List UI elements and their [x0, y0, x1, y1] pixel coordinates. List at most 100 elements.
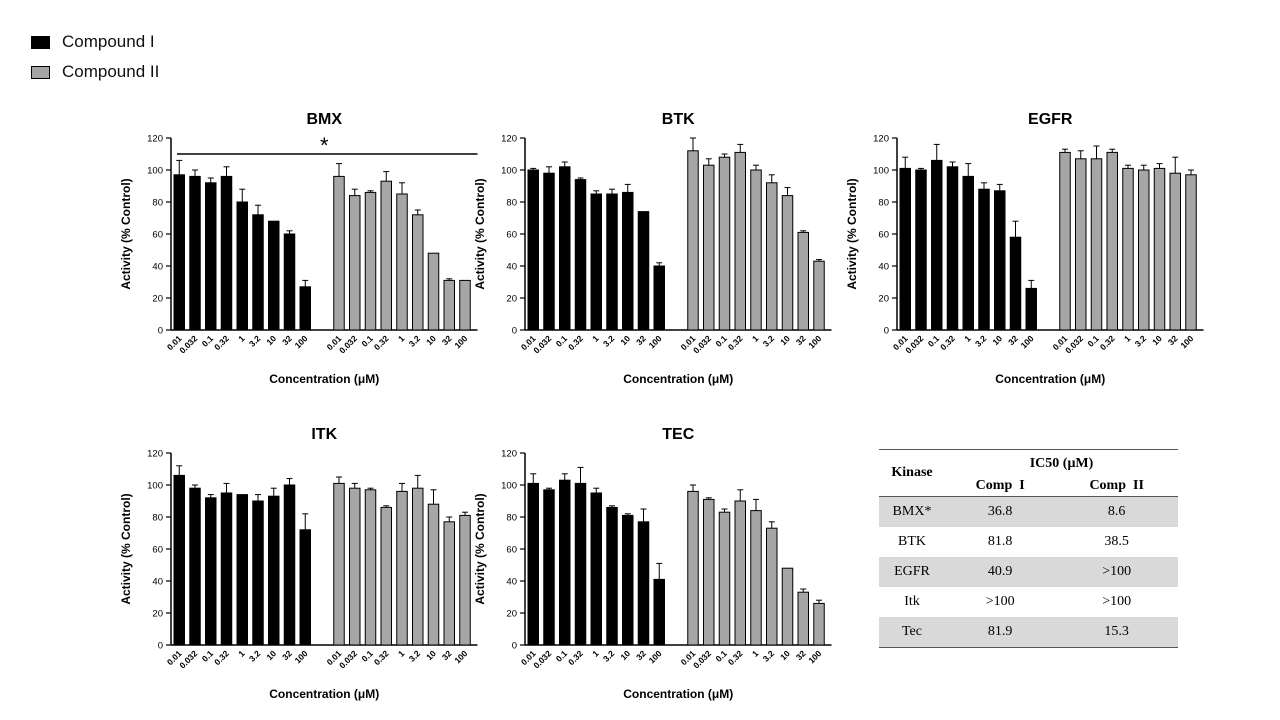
comp1-cell: 81.8: [987, 534, 1013, 549]
x-tick-label: 0.032: [337, 648, 359, 670]
y-tick-label: 100: [873, 166, 889, 177]
bar-compound-ii: [1138, 169, 1150, 331]
x-tick-label: 0.32: [212, 333, 231, 352]
chart-title: BMX: [306, 111, 342, 128]
x-tick-label: 3.2: [407, 648, 423, 664]
chart-title: EGFR: [1028, 111, 1073, 128]
bar-compound-i: [962, 175, 974, 331]
x-tick-label: 32: [794, 333, 808, 347]
bar-compound-i: [946, 166, 959, 331]
table-row: Tec 81.9 15.3: [879, 617, 1178, 648]
legend-item-compound-2: Compound II: [31, 62, 159, 82]
x-tick-label: 100: [452, 648, 469, 665]
chart-btk: BTK 0 20 40 60 80 100 120 Activity (% Control) 0.…: [473, 111, 832, 386]
chart-egfr: EGFR 0 20 40 60 80 100 120 Activity (% Control) 0…: [845, 111, 1204, 386]
bar-compound-i: [606, 506, 618, 646]
y-tick-label: 80: [506, 513, 517, 524]
bar-compound-i: [1025, 287, 1037, 331]
legend-item-compound-1: Compound I: [31, 32, 155, 52]
significance-marker: *: [320, 133, 329, 158]
y-tick-label: 60: [506, 545, 517, 556]
x-tick-label: 32: [1166, 333, 1180, 347]
comp2-cell: >100: [1102, 594, 1132, 609]
chart-tec: TEC 0 20 40 60 80 100 120 Activity (% Control) 0.…: [473, 426, 832, 701]
x-tick-label: 100: [647, 333, 664, 350]
bar-compound-ii: [412, 214, 424, 331]
bar-compound-ii: [766, 527, 778, 646]
bar-compound-ii: [813, 260, 825, 331]
comp1-cell: 81.9: [945, 617, 1056, 648]
bar-compound-i: [283, 484, 296, 646]
bar-compound-ii: [797, 591, 809, 646]
x-tick-label: 10: [618, 648, 632, 662]
bar-compound-ii: [703, 498, 715, 646]
x-tick-label: 3.2: [761, 333, 777, 349]
table-row: Itk >100 >100: [879, 587, 1178, 617]
bar-compound-i: [1009, 236, 1022, 331]
bar-compound-i: [173, 474, 185, 646]
bar-compound-i: [590, 492, 602, 646]
x-tick-label: 3.2: [973, 333, 989, 349]
kinase-cell: EGFR: [879, 557, 945, 587]
ic50-table: Kinase IC50 (μM) Comp I Comp II BMX* 36.…: [879, 449, 1178, 648]
bar-compound-ii: [333, 175, 345, 331]
bar-compound-i: [283, 233, 296, 331]
x-axis-label: Concentration (μM): [269, 372, 379, 386]
legend-swatch-compound-1: [31, 35, 50, 49]
y-tick-label: 40: [152, 262, 163, 273]
bar-compound-ii: [364, 489, 377, 646]
bar-compound-i: [173, 174, 185, 331]
x-tick-label: 1: [236, 333, 247, 344]
table-row: EGFR 40.9 >100: [879, 557, 1178, 587]
bar-compound-i: [299, 529, 311, 646]
x-tick-label: 3.2: [601, 648, 617, 664]
x-axis-label: Concentration (μM): [623, 372, 733, 386]
x-tick-label: 100: [806, 333, 823, 350]
bar-compound-i: [559, 479, 571, 646]
y-axis-label: Activity (% Control): [119, 493, 133, 604]
x-tick-label: 10: [264, 333, 278, 347]
bar-compound-ii: [349, 487, 361, 646]
bar-compound-i: [622, 191, 634, 331]
y-tick-label: 40: [152, 577, 163, 588]
x-tick-label: 0.32: [372, 333, 391, 352]
x-tick-label: 0.32: [1098, 333, 1117, 352]
bar-compound-i: [899, 167, 911, 331]
y-axis-label: Activity (% Control): [845, 178, 859, 289]
x-tick-label: 0.32: [726, 333, 745, 352]
bar-compound-ii: [781, 195, 794, 331]
ic50-header: IC50 (μM): [1029, 456, 1094, 471]
bar-compound-ii: [412, 487, 424, 646]
bar-compound-i: [252, 500, 264, 646]
x-tick-label: 100: [452, 333, 469, 350]
y-tick-label: 120: [501, 449, 517, 460]
y-tick-label: 100: [147, 166, 163, 177]
bar-compound-ii: [443, 279, 455, 331]
bar-compound-i: [559, 166, 571, 331]
x-tick-label: 32: [634, 333, 648, 347]
bar-compound-ii: [766, 182, 778, 331]
bar-compound-ii: [750, 169, 762, 331]
y-tick-label: 20: [506, 294, 517, 305]
x-tick-label: 100: [647, 648, 664, 665]
x-tick-label: 10: [778, 648, 792, 662]
x-tick-label: 0.32: [726, 648, 745, 667]
bar-compound-i: [978, 188, 990, 331]
bar-compound-i: [220, 492, 233, 646]
x-tick-label: 10: [1150, 333, 1164, 347]
x-axis-label: Concentration (μM): [995, 372, 1105, 386]
y-tick-label: 80: [152, 513, 163, 524]
bar-compound-ii: [396, 490, 408, 646]
bar-compound-i: [590, 193, 602, 331]
y-tick-label: 100: [501, 166, 517, 177]
y-tick-label: 0: [884, 326, 889, 337]
legend-swatch-compound-2: [31, 65, 50, 79]
bar-compound-i: [653, 578, 665, 646]
bar-compound-ii: [1185, 174, 1197, 331]
x-tick-label: 0.32: [212, 648, 231, 667]
y-tick-label: 60: [152, 545, 163, 556]
comp2-cell: >100: [1055, 557, 1178, 587]
bar-compound-ii: [380, 180, 392, 331]
bar-compound-ii: [427, 252, 440, 331]
y-tick-label: 20: [878, 294, 889, 305]
